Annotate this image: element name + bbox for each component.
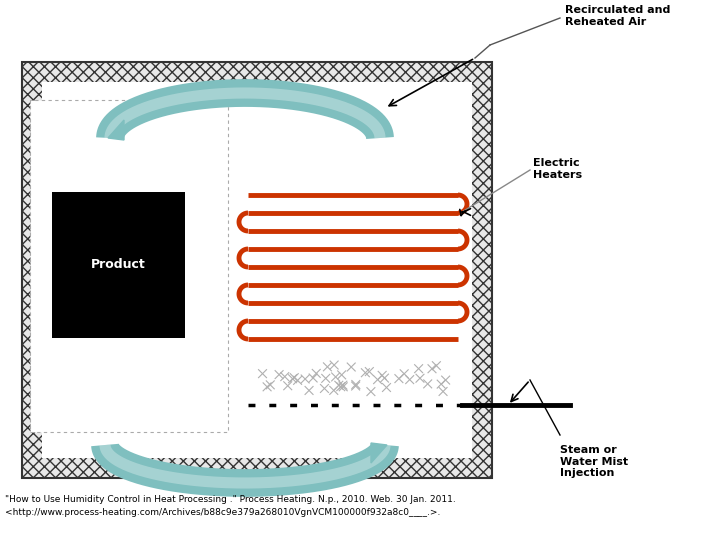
Polygon shape [108,120,124,140]
Polygon shape [371,443,387,463]
Text: Product: Product [91,259,146,272]
Bar [42,82,472,458]
Text: Electric
Heaters: Electric Heaters [533,158,582,180]
Bar [52,192,185,338]
Text: Recirculated and
Reheated Air: Recirculated and Reheated Air [565,5,670,26]
Bar [30,100,228,432]
Bar [22,62,492,478]
Text: "How to Use Humidity Control in Heat Processing ." Process Heating. N.p., 2010. : "How to Use Humidity Control in Heat Pro… [5,495,456,504]
Text: Steam or
Water Mist
Injection: Steam or Water Mist Injection [560,445,628,478]
Text: <http://www.process-heating.com/Archives/b88c9e379a268010VgnVCM100000f932a8c0___: <http://www.process-heating.com/Archives… [5,508,441,517]
